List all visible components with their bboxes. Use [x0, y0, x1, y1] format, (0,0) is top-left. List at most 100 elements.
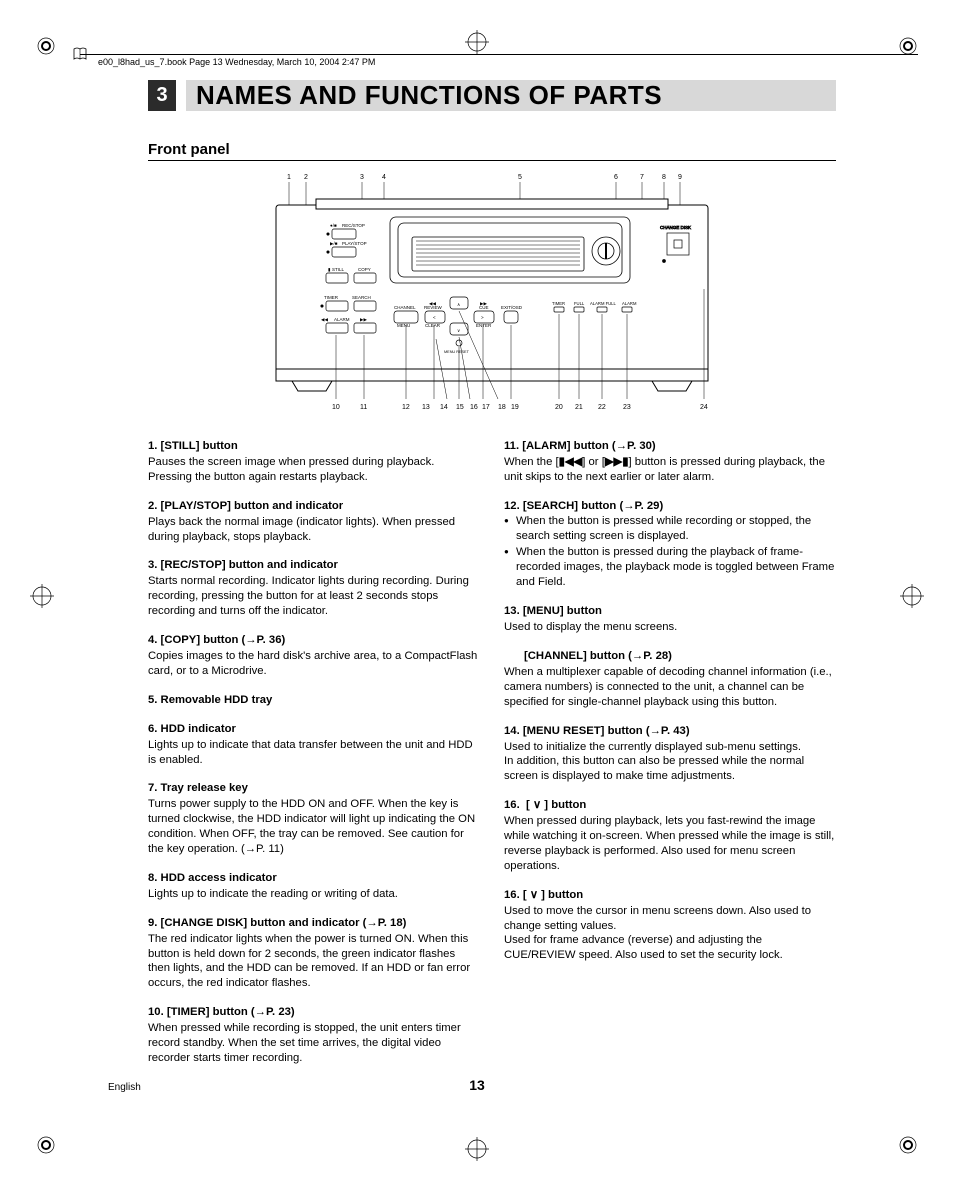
svg-text:ALARM: ALARM [622, 301, 637, 306]
list-item: 2. [PLAY/STOP] button and indicatorPlays… [148, 499, 480, 545]
item-title: 12. [SEARCH] button (→P. 29) [504, 499, 836, 514]
item-title: 10. [TIMER] button (→P. 23) [148, 1005, 480, 1020]
svg-text:CHANGE DISK: CHANGE DISK [660, 225, 691, 230]
svg-text:2: 2 [304, 174, 308, 181]
svg-text:8: 8 [662, 174, 666, 181]
list-item: 6. HDD indicatorLights up to indicate th… [148, 722, 480, 768]
svg-text:●/■: ●/■ [330, 223, 337, 228]
svg-text:16: 16 [470, 404, 478, 411]
svg-text:ALARM FULL: ALARM FULL [590, 301, 617, 306]
svg-text:FULL: FULL [574, 301, 585, 306]
svg-text:19: 19 [511, 404, 519, 411]
svg-text:<: < [433, 315, 436, 320]
svg-text:12: 12 [402, 404, 410, 411]
svg-text:MENU RESET: MENU RESET [444, 350, 470, 354]
list-item: 13. [MENU] buttonUsed to display the men… [504, 604, 836, 635]
svg-text:ALARM: ALARM [334, 317, 350, 322]
list-item: 12. [SEARCH] button (→P. 29)When the but… [504, 499, 836, 590]
bullet-item: When the button is pressed while recordi… [504, 514, 836, 544]
list-item: 11. [ALARM] button (→P. 30)When the [▮◀◀… [504, 439, 836, 485]
item-body: Copies images to the hard disk's archive… [148, 649, 480, 679]
list-item: 10. [TIMER] button (→P. 23)When pressed … [148, 1005, 480, 1066]
front-panel-diagram: 1 2 3 4 5 6 7 8 9 [262, 169, 722, 419]
list-item: 14. [MENU RESET] button (→P. 43)Used to … [504, 724, 836, 785]
item-body: Starts normal recording. Indicator light… [148, 574, 480, 619]
item-title: 14. [MENU RESET] button (→P. 43) [504, 724, 836, 739]
print-header-text: e00_l8had_us_7.book Page 13 Wednesday, M… [98, 57, 375, 67]
svg-text:10: 10 [332, 404, 340, 411]
svg-text:18: 18 [498, 404, 506, 411]
footer-language: English [108, 1082, 141, 1093]
diagram-top-labels: 1 2 3 4 5 6 7 8 9 [287, 174, 682, 181]
svg-text:>: > [481, 315, 484, 320]
item-title: 1. [STILL] button [148, 439, 480, 454]
item-body: When pressed while recording is stopped,… [148, 1021, 480, 1066]
item-body: Turns power supply to the HDD ON and OFF… [148, 797, 480, 857]
svg-text:REVIEW: REVIEW [424, 305, 443, 310]
registration-mark-icon [898, 36, 918, 56]
svg-text:1: 1 [287, 174, 291, 181]
svg-text:5: 5 [518, 174, 522, 181]
registration-mark-icon [898, 1135, 918, 1155]
item-title: 3. [REC/STOP] button and indicator [148, 558, 480, 573]
svg-text:20: 20 [555, 404, 563, 411]
svg-text:CLEAR: CLEAR [425, 323, 441, 328]
list-item: 7. Tray release keyTurns power supply to… [148, 781, 480, 857]
item-body: Used to move the cursor in menu screens … [504, 904, 836, 964]
registration-mark-icon [36, 1135, 56, 1155]
item-body: Lights up to indicate the reading or wri… [148, 887, 480, 902]
list-item: 8. HDD access indicatorLights up to indi… [148, 871, 480, 902]
item-title: 16. [ ∨ ] button [504, 798, 836, 813]
item-title: 9. [CHANGE DISK] button and indicator (→… [148, 916, 480, 931]
item-title: 13. [MENU] button [504, 604, 836, 619]
svg-text:SEARCH: SEARCH [352, 295, 371, 300]
item-title: 6. HDD indicator [148, 722, 480, 737]
svg-text:11: 11 [360, 404, 367, 411]
left-column: 1. [STILL] buttonPauses the screen image… [148, 439, 480, 1080]
list-item: 3. [REC/STOP] button and indicatorStarts… [148, 558, 480, 619]
list-item: 1. [STILL] buttonPauses the screen image… [148, 439, 480, 485]
item-title: 4. [COPY] button (→P. 36) [148, 633, 480, 648]
item-title: 11. [ALARM] button (→P. 30) [504, 439, 836, 454]
svg-text:17: 17 [482, 404, 490, 411]
svg-text:◀◀: ◀◀ [321, 317, 328, 322]
list-item: 16. [ ∨ ] buttonUsed to move the cursor … [504, 888, 836, 964]
list-item: 4. [COPY] button (→P. 36)Copies images t… [148, 633, 480, 679]
bullet-item: When the button is pressed during the pl… [504, 545, 836, 590]
svg-text:3: 3 [360, 174, 364, 181]
svg-text:15: 15 [456, 404, 464, 411]
svg-text:23: 23 [623, 404, 631, 411]
list-item: [CHANNEL] button (→P. 28)When a multiple… [504, 649, 836, 710]
svg-text:13: 13 [422, 404, 430, 411]
item-body: When the [▮◀◀] or [▶▶▮] button is presse… [504, 455, 836, 485]
svg-text:7: 7 [640, 174, 644, 181]
chapter-header: 3 NAMES AND FUNCTIONS OF PARTS [148, 80, 836, 111]
svg-text:22: 22 [598, 404, 606, 411]
page-footer: English 13 [108, 1082, 846, 1093]
svg-text:▶▶: ▶▶ [360, 317, 367, 322]
page-number: 13 [469, 1077, 485, 1093]
svg-text:9: 9 [678, 174, 682, 181]
svg-text:6: 6 [614, 174, 618, 181]
skip-back-icon: ▮◀◀ [559, 456, 583, 468]
registration-mark-icon [36, 36, 56, 56]
item-title: 8. HDD access indicator [148, 871, 480, 886]
svg-text:21: 21 [575, 404, 583, 411]
item-title: 7. Tray release key [148, 781, 480, 796]
svg-text:4: 4 [382, 174, 386, 181]
svg-text:▶/■: ▶/■ [330, 241, 338, 246]
item-body: The red indicator lights when the power … [148, 932, 480, 992]
list-item: 9. [CHANGE DISK] button and indicator (→… [148, 916, 480, 992]
item-title: 2. [PLAY/STOP] button and indicator [148, 499, 480, 514]
chevron-down-icon: ∨ [533, 799, 541, 811]
svg-text:ENTER: ENTER [476, 323, 492, 328]
item-title: [CHANNEL] button (→P. 28) [504, 649, 836, 664]
crosshair-icon [30, 584, 54, 608]
bullet-list: When the button is pressed while recordi… [504, 514, 836, 591]
item-body: When pressed during playback, lets you f… [504, 814, 836, 874]
svg-text:REC/STOP: REC/STOP [342, 223, 365, 228]
item-title: 5. Removable HDD tray [148, 693, 480, 708]
item-body: Used to initialize the currently display… [504, 740, 836, 785]
svg-text:PLAY/STOP: PLAY/STOP [342, 241, 367, 246]
print-header: e00_l8had_us_7.book Page 13 Wednesday, M… [80, 54, 918, 67]
